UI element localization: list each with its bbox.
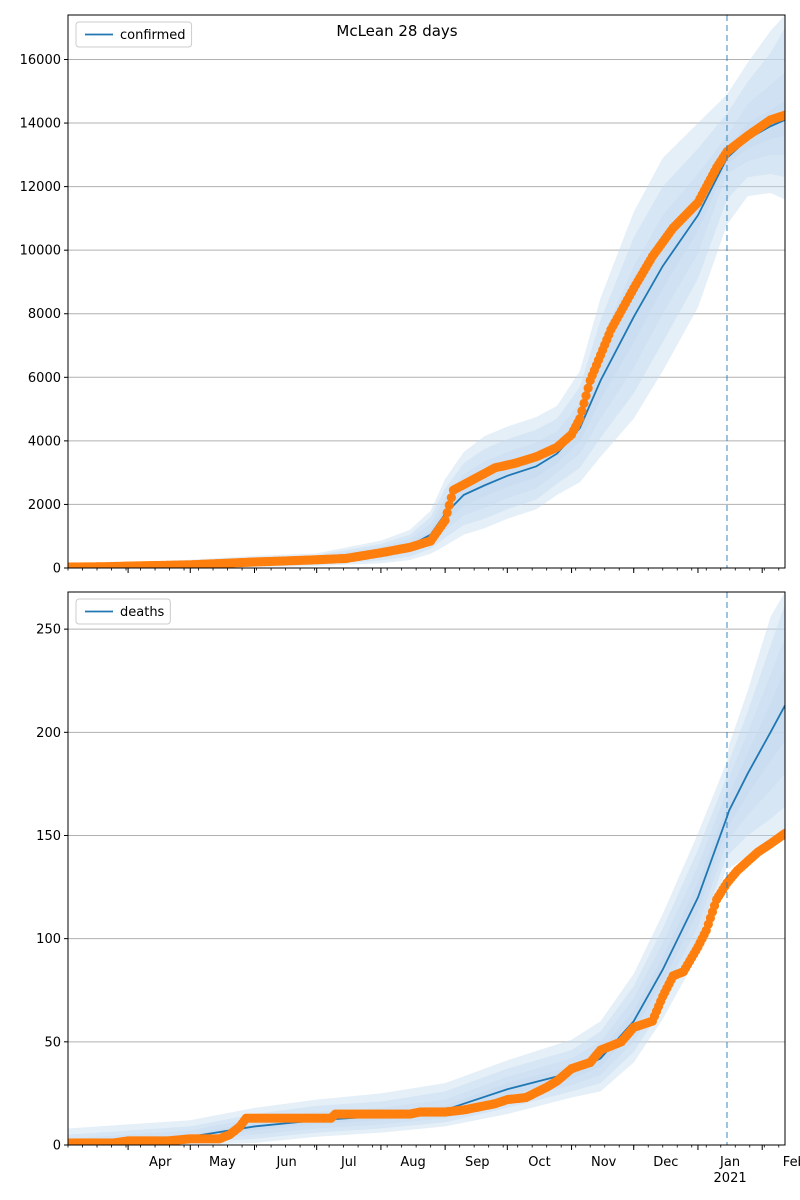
observed-point [577, 406, 587, 416]
y-tick-label: 14000 [20, 117, 61, 132]
y-tick-label: 10000 [20, 244, 61, 259]
legend: deaths [75, 598, 171, 625]
x-tick-label: Jun [275, 1155, 296, 1170]
observed-point [575, 414, 585, 424]
x-tick-label: Jul [340, 1155, 357, 1170]
x-year-label: 2021 [714, 1171, 747, 1186]
plot-area [68, 15, 785, 568]
y-tick-label: 6000 [28, 371, 61, 386]
observed-point [780, 828, 785, 839]
legend-label: confirmed [120, 28, 186, 43]
y-tick-label: 4000 [28, 434, 61, 449]
y-tick-label: 8000 [28, 307, 61, 322]
uncertainty-band-3 [68, 604, 785, 1145]
deaths-panel: 0 50 100 150 200 250 Apr May Jun Jul Aug Sep Oct Nov D… [36, 591, 800, 1186]
confirmed-panel: 0 2000 4000 6000 8000 10000 12000 14000 16000 con… [20, 14, 786, 577]
x-tick-label: Aug [400, 1155, 425, 1170]
y-tick-label: 2000 [28, 498, 61, 513]
legend: confirmed [75, 21, 193, 48]
x-tick-label: Apr [149, 1155, 172, 1170]
y-tick-label: 150 [36, 829, 61, 844]
observed-point [581, 391, 591, 401]
y-tick-label: 0 [53, 1139, 61, 1154]
y-tick-label: 100 [36, 932, 61, 947]
observed-point [579, 398, 589, 408]
observed-point [444, 500, 454, 510]
observed-point [780, 110, 785, 120]
y-tick-label: 50 [44, 1035, 61, 1050]
observed-point [583, 383, 593, 393]
x-tick-label: May [209, 1155, 236, 1170]
x-tick-label: Sep [465, 1155, 490, 1170]
x-tick-label: Nov [591, 1155, 617, 1170]
y-tick-label: 0 [53, 562, 61, 577]
axes-frame [67, 14, 786, 569]
axes-frame [67, 591, 786, 1146]
observed-point [446, 493, 456, 503]
uncertainty-band-2 [68, 72, 785, 568]
legend-box [75, 598, 171, 625]
observed-point [440, 515, 450, 525]
y-tick-label: 12000 [20, 180, 61, 195]
x-tick-label: Oct [528, 1155, 550, 1170]
plot-area [68, 592, 785, 1145]
observed-point [442, 508, 452, 518]
y-tick-label: 16000 [20, 53, 61, 68]
figure-title: McLean 28 days [336, 22, 457, 40]
uncertainty-band-4 [68, 592, 785, 1145]
x-tick-label: Feb [783, 1155, 800, 1170]
uncertainty-band-3 [68, 27, 785, 568]
x-tick-label: Jan [719, 1155, 740, 1170]
legend-label: deaths [120, 605, 165, 620]
y-tick-label: 250 [36, 623, 61, 638]
legend-box [75, 21, 193, 48]
uncertainty-band-4 [68, 15, 785, 568]
y-tick-label: 200 [36, 726, 61, 741]
x-tick-label: Dec [653, 1155, 678, 1170]
